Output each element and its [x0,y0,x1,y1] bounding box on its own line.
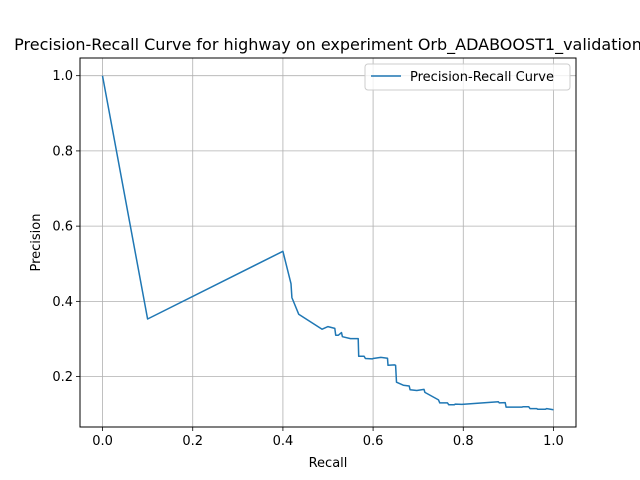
x-axis-label: Recall [309,456,348,471]
legend: Precision-Recall Curve [364,63,571,91]
x-tick-label: 0.8 [453,434,474,449]
y-tick-label: 0.6 [52,220,73,235]
y-axis-label: Precision [29,213,44,271]
x-tick-label: 0.0 [92,434,113,449]
series-line [101,75,554,411]
x-tick-label: 0.2 [182,434,203,449]
axis-ticks: 0.0 0.2 0.4 0.6 0.8 1.0 0.2 0.4 0.6 0.8 1.0 [52,69,563,449]
y-tick-label: 0.8 [52,144,73,159]
y-tick-label: 1.0 [52,69,73,84]
legend-box [364,63,571,91]
y-tick-label: 0.2 [52,370,73,385]
x-tick-label: 0.4 [273,434,294,449]
chart-title: Precision-Recall Curve for highway on ex… [14,35,640,55]
y-tick-label: 0.4 [52,295,73,310]
plot-frame [79,57,577,428]
x-tick-label: 0.6 [363,434,384,449]
series-layer [101,75,554,411]
x-tick-label: 1.0 [543,434,564,449]
grid-lines [80,58,576,427]
legend-label: Precision-Recall Curve [410,70,554,85]
